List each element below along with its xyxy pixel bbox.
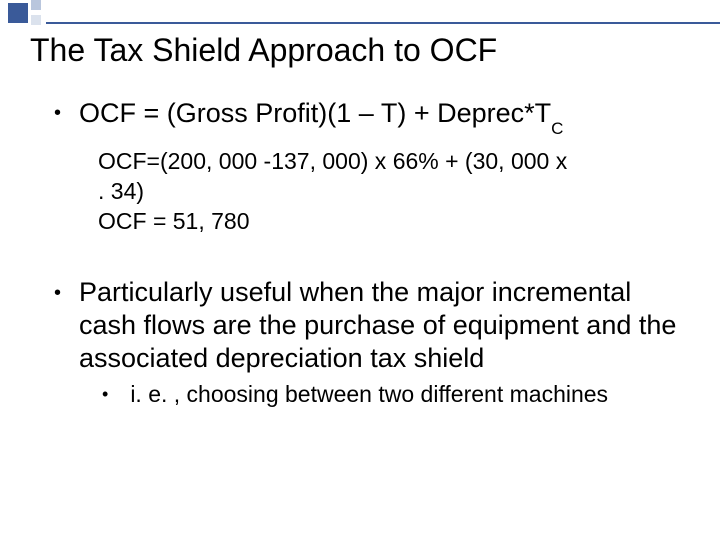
sub-bullet-example: • i. e. , choosing between two different… [98, 379, 690, 409]
accent-square-small-bottom [31, 15, 41, 25]
calc-line-1: OCF=(200, 000 -137, 000) x 66% + (30, 00… [98, 146, 690, 176]
bullet-dot-icon: • [54, 96, 61, 130]
usefulness-text: Particularly useful when the major incre… [79, 276, 690, 375]
formula-text: OCF = (Gross Profit)(1 – T) + Deprec*TC [79, 96, 563, 140]
bullet-dot-icon: • [102, 379, 108, 409]
accent-square-small-top [31, 0, 41, 10]
header-rule [46, 22, 720, 24]
calc-line-3: OCF = 51, 780 [98, 206, 690, 236]
bullet-formula: • OCF = (Gross Profit)(1 – T) + Deprec*T… [50, 96, 690, 140]
slide-body: • OCF = (Gross Profit)(1 – T) + Deprec*T… [50, 96, 690, 409]
header-decoration [0, 0, 720, 30]
bullet-usefulness: • Particularly useful when the major inc… [50, 276, 690, 375]
accent-square-large [8, 3, 28, 23]
formula-subscript: C [551, 119, 563, 138]
calc-line-2: . 34) [98, 176, 690, 206]
calculation-block: OCF=(200, 000 -137, 000) x 66% + (30, 00… [98, 146, 690, 236]
bullet-dot-icon: • [54, 276, 61, 310]
formula-main: OCF = (Gross Profit)(1 – T) + Deprec*T [79, 98, 551, 128]
slide-title: The Tax Shield Approach to OCF [30, 32, 497, 69]
example-text: i. e. , choosing between two different m… [130, 379, 608, 409]
